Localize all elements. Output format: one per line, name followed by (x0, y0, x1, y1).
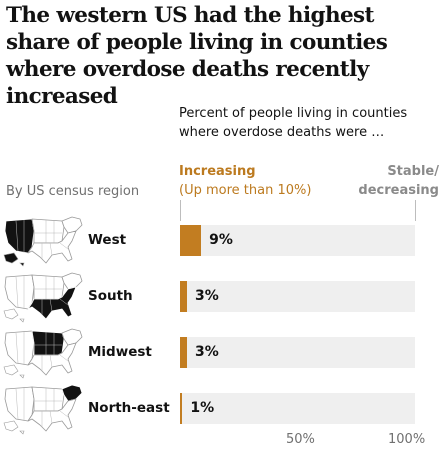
x-tick-label-100: 100% (388, 432, 426, 447)
legend-increasing: Increasing (Up more than 10%) (179, 162, 329, 200)
bar-track (180, 280, 415, 312)
region-label: North-east (88, 400, 170, 416)
axis-end-line (415, 200, 416, 221)
bar-increasing (180, 280, 188, 312)
bar-track (180, 336, 415, 368)
us-map-midwest-highlighted-icon (3, 328, 83, 379)
bar-value-label: 9% (209, 232, 233, 248)
bar-increasing (180, 392, 183, 424)
bar-value-label: 3% (195, 288, 219, 304)
bar-track (180, 224, 415, 256)
bar-increasing (180, 336, 188, 368)
chart-subtitle: Percent of people living in counties whe… (179, 106, 408, 140)
bar-increasing (180, 224, 202, 256)
bar-value-label: 3% (195, 344, 219, 360)
x-tick-label-50: 50% (286, 432, 315, 447)
us-map-west-highlighted-icon (3, 216, 83, 267)
legend-stable-decreasing: Stable/ decreasing (358, 164, 439, 198)
region-header: By US census region (6, 184, 140, 199)
region-label: South (88, 288, 133, 304)
us-map-south-highlighted-icon (3, 272, 83, 323)
region-label: Midwest (88, 344, 152, 360)
axis-start-line (180, 200, 181, 221)
chart-title: The western US had the highest share of … (6, 3, 388, 109)
legend-increasing-title: Increasing (179, 164, 256, 179)
us-map-northeast-highlighted-icon (3, 384, 83, 435)
bar-track (180, 392, 415, 424)
legend-increasing-note: (Up more than 10%) (179, 183, 312, 198)
region-label: West (88, 232, 127, 248)
bar-value-label: 1% (190, 400, 215, 416)
